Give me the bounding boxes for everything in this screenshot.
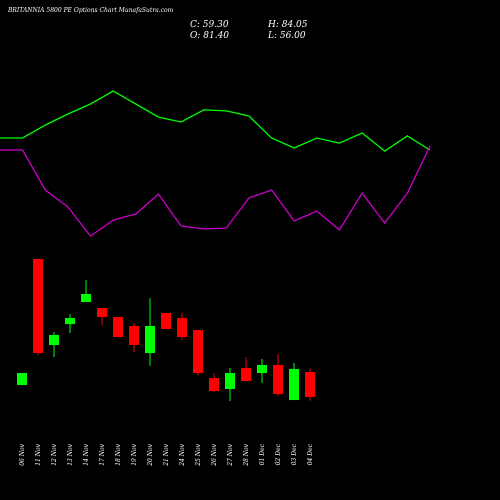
- candle-body: [257, 364, 267, 374]
- candle-body: [193, 330, 203, 374]
- candle-body: [49, 335, 59, 345]
- x-tick-label: 12 Nov: [51, 443, 58, 465]
- x-tick-label: 02 Dec: [275, 443, 282, 465]
- candle-body: [145, 325, 155, 354]
- x-tick-label: 11 Nov: [35, 443, 42, 465]
- x-tick-label: 06 Nov: [19, 443, 26, 465]
- x-tick-label: 27 Nov: [227, 443, 234, 466]
- candle-body: [225, 373, 235, 389]
- x-tick-label: 01 Dec: [259, 443, 266, 465]
- x-tick-label: 13 Nov: [67, 443, 74, 465]
- x-tick-label: 21 Nov: [163, 443, 170, 466]
- candle-body: [65, 318, 75, 325]
- candle-body: [33, 259, 43, 354]
- x-tick-label: 19 Nov: [131, 443, 138, 465]
- candle-body: [129, 325, 139, 345]
- info-open: O: 81.40: [190, 31, 229, 41]
- x-tick-label: 20 Nov: [147, 443, 154, 466]
- info-high: H: 84.05: [267, 20, 308, 30]
- candle-body: [113, 317, 123, 338]
- chart-title: BRITANNIA 5800 PE Options Chart MunafaSu…: [7, 7, 174, 14]
- candle-body: [305, 372, 315, 397]
- info-low: L: 56.00: [267, 31, 306, 41]
- candle-body: [97, 308, 107, 318]
- candle-body: [273, 364, 283, 395]
- x-tick-label: 25 Nov: [195, 443, 202, 466]
- x-tick-label: 18 Nov: [115, 443, 122, 465]
- info-close: C: 59.30: [190, 20, 229, 30]
- candle-body: [209, 378, 219, 392]
- line-series: [0, 145, 431, 237]
- x-tick-label: 28 Nov: [243, 443, 250, 466]
- candle-body: [17, 373, 27, 386]
- candle-body: [289, 368, 299, 401]
- candle-body: [161, 312, 171, 330]
- candle-body: [241, 368, 251, 382]
- candle-body: [81, 293, 91, 303]
- x-tick-label: 24 Nov: [179, 443, 186, 466]
- x-tick-label: 14 Nov: [83, 443, 90, 465]
- x-tick-label: 26 Nov: [211, 443, 218, 466]
- candle-body: [177, 318, 187, 338]
- x-tick-label: 03 Dec: [291, 443, 298, 465]
- line-series: [0, 90, 431, 152]
- x-tick-label: 04 Dec: [307, 443, 314, 465]
- x-tick-label: 17 Nov: [99, 443, 106, 465]
